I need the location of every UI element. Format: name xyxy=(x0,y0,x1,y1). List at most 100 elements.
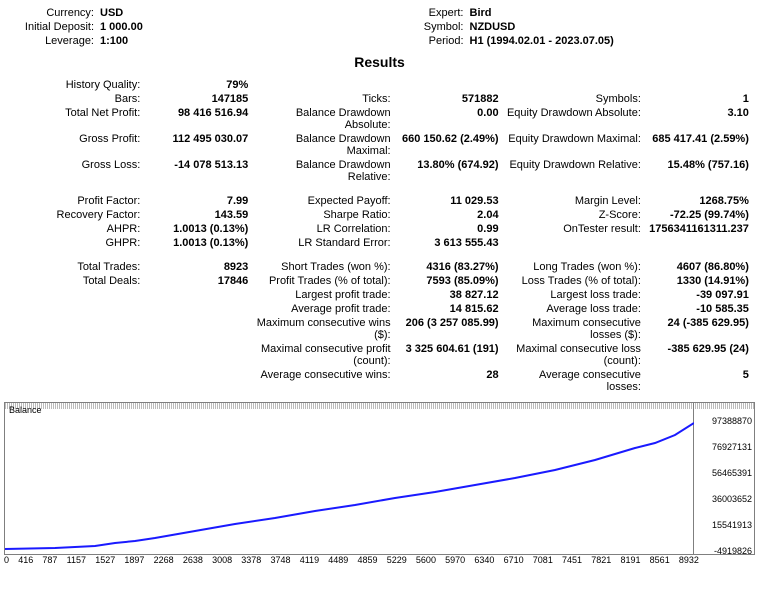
result-label: History Quality: xyxy=(4,79,146,91)
result-label: Average consecutive losses: xyxy=(505,369,647,393)
results-row: Recovery Factor:143.59Sharpe Ratio:2.04Z… xyxy=(4,208,755,222)
result-label xyxy=(254,79,396,91)
chart-x-label: 3748 xyxy=(271,555,291,565)
result-value xyxy=(397,79,505,91)
results-row: Maximal consecutive profit (count):3 325… xyxy=(4,342,755,368)
chart-y-label: 15541913 xyxy=(712,520,752,530)
result-label: Balance Drawdown Absolute: xyxy=(254,107,396,131)
result-label: Total Net Profit: xyxy=(4,107,146,131)
chart-x-label: 2638 xyxy=(183,555,203,565)
chart-x-label: 2268 xyxy=(154,555,174,565)
result-value: 571882 xyxy=(397,93,505,105)
result-label: GHPR: xyxy=(4,237,146,249)
chart-x-label: 3378 xyxy=(241,555,261,565)
result-value: 2.04 xyxy=(397,209,505,221)
results-row: Profit Factor:7.99Expected Payoff:11 029… xyxy=(4,194,755,208)
result-value: 3.10 xyxy=(647,107,755,131)
expert-value: Bird xyxy=(470,7,492,19)
result-value: -72.25 (99.74%) xyxy=(647,209,755,221)
chart-y-label: 36003652 xyxy=(712,494,752,504)
result-value: 24 (-385 629.95) xyxy=(647,317,755,341)
result-value: 98 416 516.94 xyxy=(146,107,254,131)
result-value: 147185 xyxy=(146,93,254,105)
result-value: 38 827.12 xyxy=(397,289,505,301)
result-label: Maximum consecutive losses ($): xyxy=(505,317,647,341)
result-value: 5 xyxy=(647,369,755,393)
result-value: 660 150.62 (2.49%) xyxy=(397,133,505,157)
result-label: Symbols: xyxy=(505,93,647,105)
chart-x-label: 1527 xyxy=(95,555,115,565)
period-label: Period: xyxy=(380,35,470,47)
result-value: 15.48% (757.16) xyxy=(647,159,755,183)
chart-x-label: 3008 xyxy=(212,555,232,565)
results-row: Average consecutive wins:28Average conse… xyxy=(4,368,755,394)
result-value xyxy=(647,79,755,91)
result-label: Z-Score: xyxy=(505,209,647,221)
deposit-value: 1 000.00 xyxy=(100,21,143,33)
results-row: GHPR:1.0013 (0.13%)LR Standard Error:3 6… xyxy=(4,236,755,250)
result-label: Balance Drawdown Relative: xyxy=(254,159,396,183)
result-value: 4316 (83.27%) xyxy=(397,261,505,273)
result-label: Maximal consecutive profit (count): xyxy=(254,343,396,367)
result-value: 0.00 xyxy=(397,107,505,131)
result-value: 3 325 604.61 (191) xyxy=(397,343,505,367)
result-value: 1268.75% xyxy=(647,195,755,207)
result-label: Balance Drawdown Maximal: xyxy=(254,133,396,157)
results-row: Maximum consecutive wins ($):206 (3 257 … xyxy=(4,316,755,342)
chart-x-label: 8561 xyxy=(650,555,670,565)
chart-x-label: 6710 xyxy=(504,555,524,565)
chart-y-label: 97388870 xyxy=(712,416,752,426)
results-title: Results xyxy=(0,54,759,70)
result-value xyxy=(146,369,254,393)
result-value: 14 815.62 xyxy=(397,303,505,315)
symbol-value: NZDUSD xyxy=(470,21,516,33)
chart-x-label: 8191 xyxy=(620,555,640,565)
result-label: Total Trades: xyxy=(4,261,146,273)
result-label: Equity Drawdown Maximal: xyxy=(505,133,647,157)
result-value: 1330 (14.91%) xyxy=(647,275,755,287)
result-value: 4607 (86.80%) xyxy=(647,261,755,273)
chart-x-axis: 0416787115715271897226826383008337837484… xyxy=(4,555,699,565)
chart-x-label: 5229 xyxy=(387,555,407,565)
results-row: Largest profit trade:38 827.12Largest lo… xyxy=(4,288,755,302)
result-value: 17846 xyxy=(146,275,254,287)
chart-y-label: 76927131 xyxy=(712,442,752,452)
result-value: -14 078 513.13 xyxy=(146,159,254,183)
result-value: 1.0013 (0.13%) xyxy=(146,237,254,249)
result-label xyxy=(4,303,146,315)
result-label: Average profit trade: xyxy=(254,303,396,315)
result-value xyxy=(647,237,755,249)
chart-x-label: 7081 xyxy=(533,555,553,565)
results-row: Total Net Profit:98 416 516.94Balance Dr… xyxy=(4,106,755,132)
result-value: 206 (3 257 085.99) xyxy=(397,317,505,341)
result-value: 0.99 xyxy=(397,223,505,235)
result-label: Margin Level: xyxy=(505,195,647,207)
results-row: Bars:147185Ticks:571882Symbols:1 xyxy=(4,92,755,106)
chart-y-label: 56465391 xyxy=(712,468,752,478)
result-value: 13.80% (674.92) xyxy=(397,159,505,183)
result-label: Average loss trade: xyxy=(505,303,647,315)
result-label: AHPR: xyxy=(4,223,146,235)
result-label: Recovery Factor: xyxy=(4,209,146,221)
chart-x-label: 1157 xyxy=(67,555,86,565)
result-value xyxy=(146,343,254,367)
result-label xyxy=(505,79,647,91)
chart-x-label: 1897 xyxy=(124,555,144,565)
results-row: Total Trades:8923Short Trades (won %):43… xyxy=(4,260,755,274)
result-label: Expected Payoff: xyxy=(254,195,396,207)
chart-x-label: 7451 xyxy=(562,555,582,565)
results-row: Average profit trade:14 815.62Average lo… xyxy=(4,302,755,316)
result-label: Total Deals: xyxy=(4,275,146,287)
results-row: Total Deals:17846Profit Trades (% of tot… xyxy=(4,274,755,288)
chart-x-label: 416 xyxy=(18,555,33,565)
currency-value: USD xyxy=(100,7,123,19)
result-label: Maximal consecutive loss (count): xyxy=(505,343,647,367)
result-label: LR Standard Error: xyxy=(254,237,396,249)
result-label: Gross Profit: xyxy=(4,133,146,157)
result-value: 11 029.53 xyxy=(397,195,505,207)
result-label: OnTester result: xyxy=(505,223,647,235)
result-label xyxy=(4,317,146,341)
chart-x-label: 7821 xyxy=(591,555,611,565)
result-label: Gross Loss: xyxy=(4,159,146,183)
result-label: Largest profit trade: xyxy=(254,289,396,301)
